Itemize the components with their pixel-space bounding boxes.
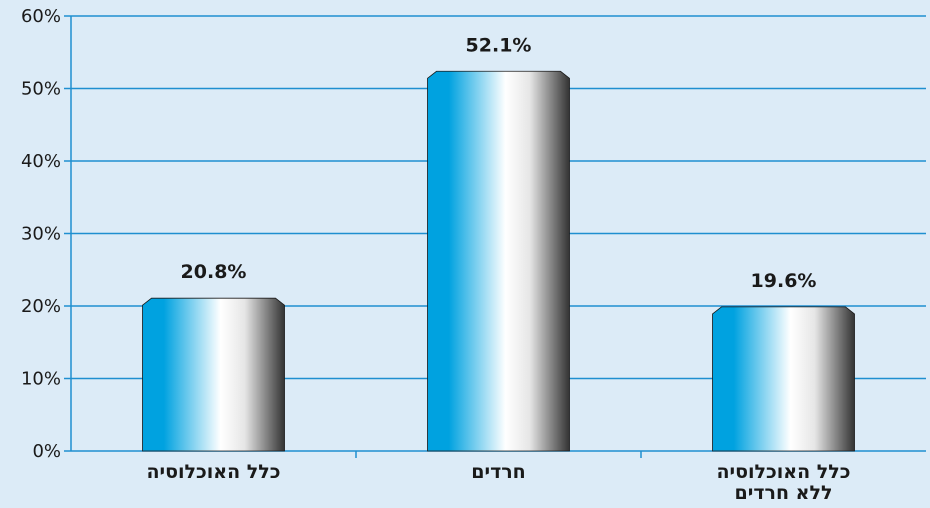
category-label: כלל האוכלוסיה [146,461,280,483]
y-tick-label: 50% [21,79,61,100]
y-axis: 0% 10% 20% 30% 40% 50% 60% [21,6,72,462]
data-label: 19.6% [751,270,817,292]
y-tick-label: 30% [21,224,61,245]
y-tick-label: 10% [21,369,61,390]
data-labels: 20.8% 52.1% 19.6% [181,34,817,292]
category-label: ללא חרדים [735,482,833,504]
y-tick-label: 40% [21,151,61,172]
bar [142,297,285,452]
bars [142,70,855,452]
category-label: חרדים [471,461,526,483]
y-tick-label: 60% [21,6,61,27]
bar [712,306,855,452]
category-label: כלל האוכלוסיה [716,461,850,483]
data-label: 52.1% [466,34,532,56]
data-label: 20.8% [181,261,247,283]
y-tick-label: 0% [32,441,61,462]
bar [427,70,570,452]
y-tick-label: 20% [21,296,61,317]
